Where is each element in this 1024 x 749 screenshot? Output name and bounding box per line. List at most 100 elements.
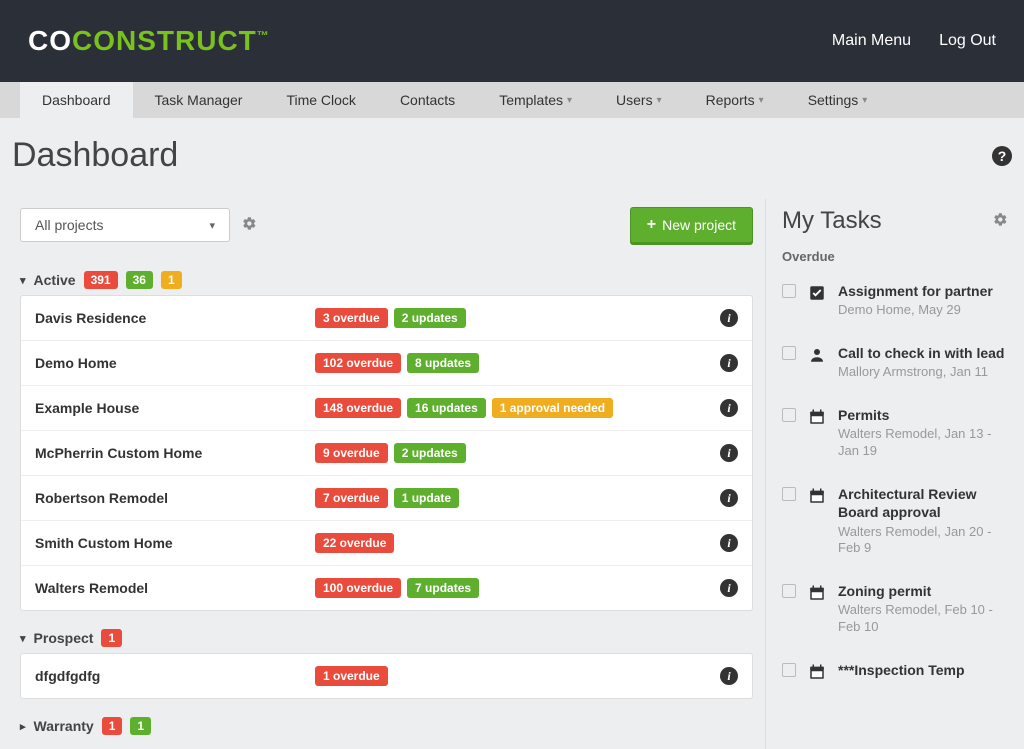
new-project-button[interactable]: + New project xyxy=(630,207,753,243)
nav-item-time-clock[interactable]: Time Clock xyxy=(264,82,378,118)
project-name: Smith Custom Home xyxy=(35,535,315,551)
section-name: Warranty xyxy=(34,718,94,734)
project-row[interactable]: Example House148 overdue16 updates1 appr… xyxy=(21,386,752,431)
status-badge: 22 overdue xyxy=(315,533,394,553)
info-icon[interactable]: i xyxy=(720,534,738,552)
count-badge: 1 xyxy=(130,717,151,735)
task-item[interactable]: Call to check in with leadMallory Armstr… xyxy=(782,334,1008,396)
info-icon[interactable]: i xyxy=(720,489,738,507)
main-menu-link[interactable]: Main Menu xyxy=(832,32,911,50)
project-row[interactable]: Davis Residence3 overdue2 updatesi xyxy=(21,296,752,341)
project-row[interactable]: dfgdfgdfg1 overduei xyxy=(21,654,752,698)
main: All projects ▾ + New project ▾ Active 391 3… xyxy=(0,199,1024,749)
calendar-icon xyxy=(806,661,828,683)
task-subtitle: Mallory Armstrong, Jan 11 xyxy=(838,364,1008,381)
help-icon[interactable]: ? xyxy=(992,146,1012,166)
nav-label: Users xyxy=(616,92,653,108)
project-name: Davis Residence xyxy=(35,310,315,326)
person-icon xyxy=(806,344,828,366)
tasks-gear-icon[interactable] xyxy=(993,212,1008,230)
project-row[interactable]: Demo Home102 overdue 8 updates i xyxy=(21,341,752,386)
task-subtitle: Walters Remodel, Feb 10 - Feb 10 xyxy=(838,602,1008,636)
section-header-active[interactable]: ▾Active391361 xyxy=(20,265,753,295)
project-badges: 9 overdue 2 updates xyxy=(315,443,720,463)
app-header: COCONSTRUCT™ Main Menu Log Out xyxy=(0,0,1024,82)
status-badge: 1 overdue xyxy=(315,666,388,686)
logo-tm: ™ xyxy=(257,29,270,43)
navbar: Dashboard Task Manager Time Clock Contacts T… xyxy=(0,82,1024,118)
project-badges: 3 overdue2 updates xyxy=(315,308,720,328)
calendar-icon xyxy=(806,485,828,507)
task-item[interactable]: PermitsWalters Remodel, Jan 13 - Jan 19 xyxy=(782,396,1008,475)
task-item[interactable]: Zoning permitWalters Remodel, Feb 10 - F… xyxy=(782,572,1008,651)
tasks-container: Assignment for partnerDemo Home, May 29C… xyxy=(782,272,1008,698)
nav-item-reports[interactable]: Reports ▾ xyxy=(684,82,786,118)
gear-icon[interactable] xyxy=(242,216,257,234)
status-badge: 9 overdue xyxy=(315,443,388,463)
nav-label: Reports xyxy=(706,92,755,108)
section-name: Active xyxy=(34,272,76,288)
info-icon[interactable]: i xyxy=(720,354,738,372)
project-row[interactable]: Robertson Remodel7 overdue1 updatei xyxy=(21,476,752,521)
info-icon[interactable]: i xyxy=(720,444,738,462)
nav-label: Contacts xyxy=(400,92,455,108)
task-item[interactable]: Assignment for partnerDemo Home, May 29 xyxy=(782,272,1008,334)
project-row[interactable]: Smith Custom Home22 overdue i xyxy=(21,521,752,566)
project-name: Demo Home xyxy=(35,355,315,371)
sections-container: ▾Active391361Davis Residence3 overdue2 u… xyxy=(20,265,753,741)
nav-label: Task Manager xyxy=(155,92,243,108)
task-subtitle: Walters Remodel, Jan 13 - Jan 19 xyxy=(838,426,1008,460)
task-checkbox[interactable] xyxy=(782,584,796,598)
nav-item-contacts[interactable]: Contacts xyxy=(378,82,477,118)
info-icon[interactable]: i xyxy=(720,399,738,417)
logout-link[interactable]: Log Out xyxy=(939,32,996,50)
info-icon[interactable]: i xyxy=(720,309,738,327)
task-checkbox[interactable] xyxy=(782,284,796,298)
chevron-down-icon: ▾ xyxy=(657,95,662,106)
status-badge: 2 updates xyxy=(394,443,466,463)
task-checkbox[interactable] xyxy=(782,663,796,677)
logo[interactable]: COCONSTRUCT™ xyxy=(28,25,270,57)
status-badge: 102 overdue xyxy=(315,353,401,373)
nav-label: Dashboard xyxy=(42,92,111,108)
project-badges: 100 overdue7 updates xyxy=(315,578,720,598)
section-header-prospect[interactable]: ▾Prospect1 xyxy=(20,623,753,653)
nav-item-settings[interactable]: Settings▾ xyxy=(786,82,890,118)
project-list: Davis Residence3 overdue2 updatesiDemo H… xyxy=(20,295,753,611)
project-list: dfgdfgdfg1 overduei xyxy=(20,653,753,699)
status-badge: 1 approval needed xyxy=(492,398,613,418)
task-checkbox[interactable] xyxy=(782,346,796,360)
project-filter-select[interactable]: All projects ▾ xyxy=(20,208,230,242)
project-badges: 148 overdue16 updates1 approval needed xyxy=(315,398,720,418)
tasks-column: My Tasks Overdue Assignment for partnerD… xyxy=(766,199,1016,749)
filter-row: All projects ▾ + New project xyxy=(20,207,753,243)
project-row[interactable]: McPherrin Custom Home9 overdue2 updatesi xyxy=(21,431,752,476)
section-name: Prospect xyxy=(34,630,94,646)
nav-label: Time Clock xyxy=(286,92,356,108)
nav-item-dashboard[interactable]: Dashboard xyxy=(20,82,133,118)
chevron-down-icon: ▾ xyxy=(759,95,764,106)
project-name: Robertson Remodel xyxy=(35,490,315,506)
task-checkbox[interactable] xyxy=(782,487,796,501)
nav-item-users[interactable]: Users ▾ xyxy=(594,82,684,118)
nav-item-task-manager[interactable]: Task Manager xyxy=(133,82,265,118)
info-icon[interactable]: i xyxy=(720,667,738,685)
section-header-warranty[interactable]: ▸Warranty11 xyxy=(20,711,753,741)
task-subtitle: Demo Home, May 29 xyxy=(838,302,1008,319)
chevron-right-icon: ▸ xyxy=(20,720,26,733)
new-project-label: New project xyxy=(662,217,736,233)
filter-left: All projects ▾ xyxy=(20,208,257,242)
task-item[interactable]: Architectural Review Board approvalWalte… xyxy=(782,475,1008,572)
chevron-down-icon: ▾ xyxy=(20,632,26,645)
status-badge: 8 updates xyxy=(407,353,479,373)
nav-item-templates[interactable]: Templates▾ xyxy=(477,82,594,118)
task-checkbox[interactable] xyxy=(782,408,796,422)
project-row[interactable]: Walters Remodel100 overdue7 updatesi xyxy=(21,566,752,610)
task-item[interactable]: ***Inspection Temp xyxy=(782,651,1008,698)
project-badges: 22 overdue xyxy=(315,533,720,553)
header-right: Main Menu Log Out xyxy=(832,32,996,50)
info-icon[interactable]: i xyxy=(720,579,738,597)
status-badge: 148 overdue xyxy=(315,398,401,418)
count-badge: 391 xyxy=(84,271,118,289)
task-body: PermitsWalters Remodel, Jan 13 - Jan 19 xyxy=(838,406,1008,460)
